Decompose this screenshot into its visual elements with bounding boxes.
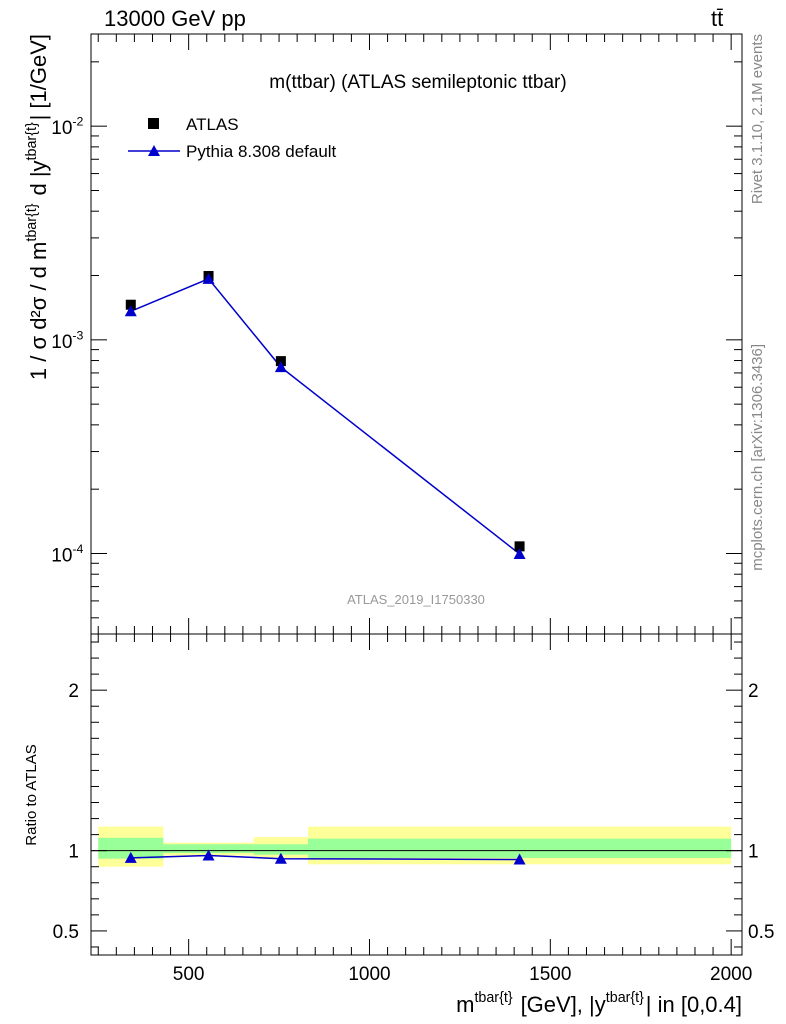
pythia-point xyxy=(513,547,526,559)
ratio-pythia-point xyxy=(274,852,287,864)
analysis-watermark: ATLAS_2019_I1750330 xyxy=(347,592,485,607)
legend-pythia-label: Pythia 8.308 default xyxy=(186,142,337,161)
y-axis-label: 1 / σ d²σ / d mtbar{t} d |ytbar{t} | [1/… xyxy=(24,34,51,380)
side-labels: Rivet 3.1.10, 2.1M events mcplots.cern.ch… xyxy=(749,34,766,571)
x-tick-label: 1500 xyxy=(529,964,571,985)
ratio-y-tick-label-right: 0.5 xyxy=(748,922,774,943)
atlas-point xyxy=(275,356,286,367)
x-tick-label: 1000 xyxy=(348,964,390,985)
main-panel: 10-4 10-3 10-2 m(ttbar) (ATLAS semilepto… xyxy=(24,33,743,635)
green-band xyxy=(253,844,308,855)
ratio-pythia-line xyxy=(130,854,520,861)
ratio-pythia-point xyxy=(202,849,215,861)
plot-title: m(ttbar) (ATLAS semileptonic ttbar) xyxy=(269,72,566,93)
energy-label: 13000 GeV pp xyxy=(104,6,246,31)
y-tick-label: 10-2 xyxy=(51,115,85,140)
ratio-y-tick-label-right: 2 xyxy=(748,681,759,702)
legend: ATLAS Pythia 8.308 default xyxy=(128,115,337,161)
ratio-pythia-point xyxy=(513,853,526,865)
mcplots-label: mcplots.cern.ch [arXiv:1306.3436] xyxy=(749,344,766,571)
green-band xyxy=(163,844,254,854)
y-tick-label: 10-4 xyxy=(51,542,85,567)
ratio-y-axis-label: Ratio to ATLAS xyxy=(23,744,40,845)
ratio-frame xyxy=(90,633,743,956)
ratio-y-tick-label: 2 xyxy=(68,681,79,702)
rivet-label: Rivet 3.1.10, 2.1M events xyxy=(749,34,766,204)
green-band xyxy=(308,838,732,858)
atlas-point xyxy=(125,299,136,310)
green-band xyxy=(98,837,164,859)
pythia-point xyxy=(124,305,137,317)
pythia-point xyxy=(202,272,215,284)
y-tick-label: 10-3 xyxy=(51,328,85,353)
x-tick-label: 2000 xyxy=(710,964,752,985)
x-tick-label: 500 xyxy=(173,964,205,985)
atlas-point xyxy=(514,541,525,552)
ratio-y-tick-label: 0.5 xyxy=(53,922,79,943)
legend-pythia-marker xyxy=(148,145,160,156)
ratio-y-tick-label: 1 xyxy=(68,842,79,863)
legend-atlas-label: ATLAS xyxy=(186,115,239,134)
pythia-point xyxy=(274,361,287,373)
x-axis-label: mtbar{t} [GeV], |ytbar{t} | in [0,0.4] xyxy=(456,990,742,1017)
ratio-panel: 0.5 0.5 1 1 2 2 500 1000 1500 2000 Ratio to ATLAS m… xyxy=(23,633,774,1017)
legend-atlas-marker xyxy=(148,118,159,129)
pythia-line xyxy=(130,277,521,555)
process-label: tt̄ xyxy=(711,6,724,31)
ratio-y-tick-label-right: 1 xyxy=(748,842,759,863)
ratio-pythia-point xyxy=(124,851,137,863)
